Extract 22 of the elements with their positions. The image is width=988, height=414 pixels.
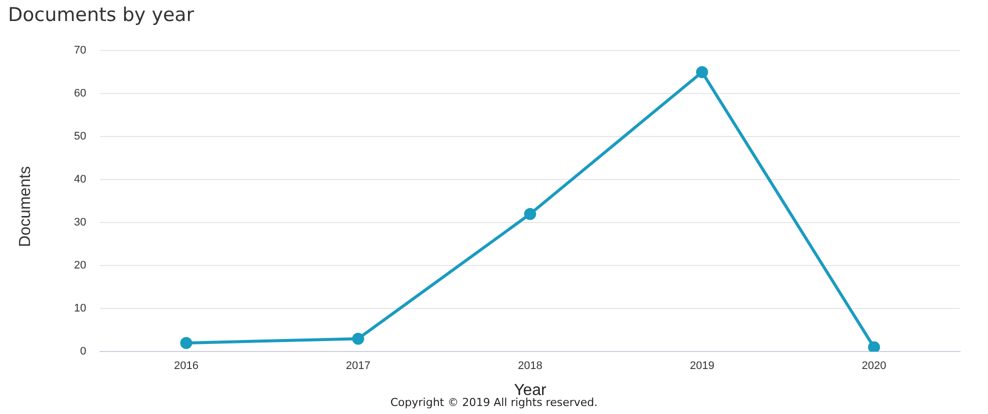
chart-title: Documents by year: [8, 4, 194, 26]
y-tick-label: 40: [74, 174, 86, 186]
point: [180, 337, 192, 349]
x-tick-label: 2019: [690, 360, 714, 372]
point: [352, 332, 364, 345]
x-tick-label: 2020: [862, 360, 886, 372]
y-tick-label: 60: [74, 88, 86, 100]
y-tick-label: 30: [74, 216, 86, 229]
y-tick-label: 0: [80, 346, 86, 358]
point: [868, 341, 880, 352]
point: [696, 66, 708, 78]
y-tick-label: 50: [74, 130, 86, 143]
x-axis-title: Year: [514, 382, 547, 399]
point: [524, 208, 536, 220]
x-tick-label: 2017: [346, 360, 370, 372]
y-axis-title: Documents: [17, 166, 35, 247]
x-tick-label: 2018: [518, 360, 542, 372]
y-tick-label: 70: [74, 44, 86, 57]
y-tick-label: 10: [74, 302, 86, 315]
x-tick-label: 2016: [174, 360, 198, 372]
text: Copyright © 2019 All rights reserved.: [389, 396, 599, 409]
y-tick-label: 20: [74, 260, 86, 272]
